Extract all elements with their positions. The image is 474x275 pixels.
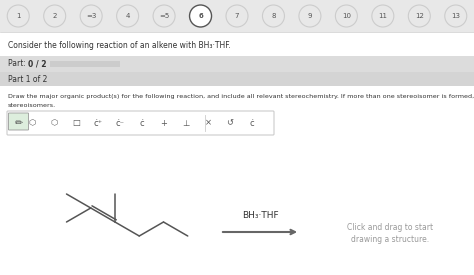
Bar bbox=[50, 61, 120, 67]
Text: ċ: ċ bbox=[250, 119, 255, 128]
Text: Part 1 of 2: Part 1 of 2 bbox=[8, 75, 47, 84]
Circle shape bbox=[153, 5, 175, 27]
Text: 1: 1 bbox=[16, 13, 20, 19]
Text: 7: 7 bbox=[235, 13, 239, 19]
Text: ✏: ✏ bbox=[14, 118, 23, 128]
Circle shape bbox=[372, 5, 394, 27]
Text: 12: 12 bbox=[415, 13, 424, 19]
Text: ⬡: ⬡ bbox=[28, 119, 36, 128]
Circle shape bbox=[445, 5, 467, 27]
Text: 2: 2 bbox=[53, 13, 57, 19]
Circle shape bbox=[336, 5, 357, 27]
Text: □: □ bbox=[72, 119, 80, 128]
Text: BH₃·THF: BH₃·THF bbox=[242, 211, 278, 221]
Text: stereoisomers.: stereoisomers. bbox=[8, 103, 56, 108]
Text: Draw the major organic product(s) for the following reaction, and include all re: Draw the major organic product(s) for th… bbox=[8, 94, 474, 99]
Text: ↺: ↺ bbox=[227, 119, 234, 128]
Bar bbox=[0, 72, 474, 86]
Text: 4: 4 bbox=[126, 13, 130, 19]
Text: +: + bbox=[161, 119, 167, 128]
Circle shape bbox=[80, 5, 102, 27]
Text: 6: 6 bbox=[198, 13, 203, 19]
Circle shape bbox=[44, 5, 66, 27]
Text: 8: 8 bbox=[271, 13, 276, 19]
Circle shape bbox=[190, 5, 211, 27]
Text: Click and drag to start: Click and drag to start bbox=[347, 222, 433, 232]
Text: Consider the following reaction of an alkene with BH₃·THF.: Consider the following reaction of an al… bbox=[8, 42, 231, 51]
Text: 13: 13 bbox=[451, 13, 460, 19]
Text: ×: × bbox=[204, 119, 211, 128]
Text: ċ⁺: ċ⁺ bbox=[93, 119, 102, 128]
Text: ċ: ċ bbox=[140, 119, 144, 128]
Bar bbox=[0, 0, 474, 32]
Text: drawing a structure.: drawing a structure. bbox=[351, 235, 429, 243]
Circle shape bbox=[299, 5, 321, 27]
Text: 0 / 2: 0 / 2 bbox=[28, 59, 46, 68]
Circle shape bbox=[408, 5, 430, 27]
Circle shape bbox=[226, 5, 248, 27]
Text: 9: 9 bbox=[308, 13, 312, 19]
Text: ⊥: ⊥ bbox=[182, 119, 190, 128]
FancyBboxPatch shape bbox=[7, 111, 274, 135]
FancyBboxPatch shape bbox=[9, 113, 28, 130]
Text: =5: =5 bbox=[159, 13, 169, 19]
Text: ⬡: ⬡ bbox=[50, 119, 58, 128]
Text: 10: 10 bbox=[342, 13, 351, 19]
Circle shape bbox=[117, 5, 138, 27]
Bar bbox=[0, 56, 474, 72]
Text: =3: =3 bbox=[86, 13, 96, 19]
Text: Part:: Part: bbox=[8, 59, 28, 68]
Circle shape bbox=[7, 5, 29, 27]
Text: ċ⁻: ċ⁻ bbox=[116, 119, 125, 128]
Text: 11: 11 bbox=[378, 13, 387, 19]
Circle shape bbox=[263, 5, 284, 27]
